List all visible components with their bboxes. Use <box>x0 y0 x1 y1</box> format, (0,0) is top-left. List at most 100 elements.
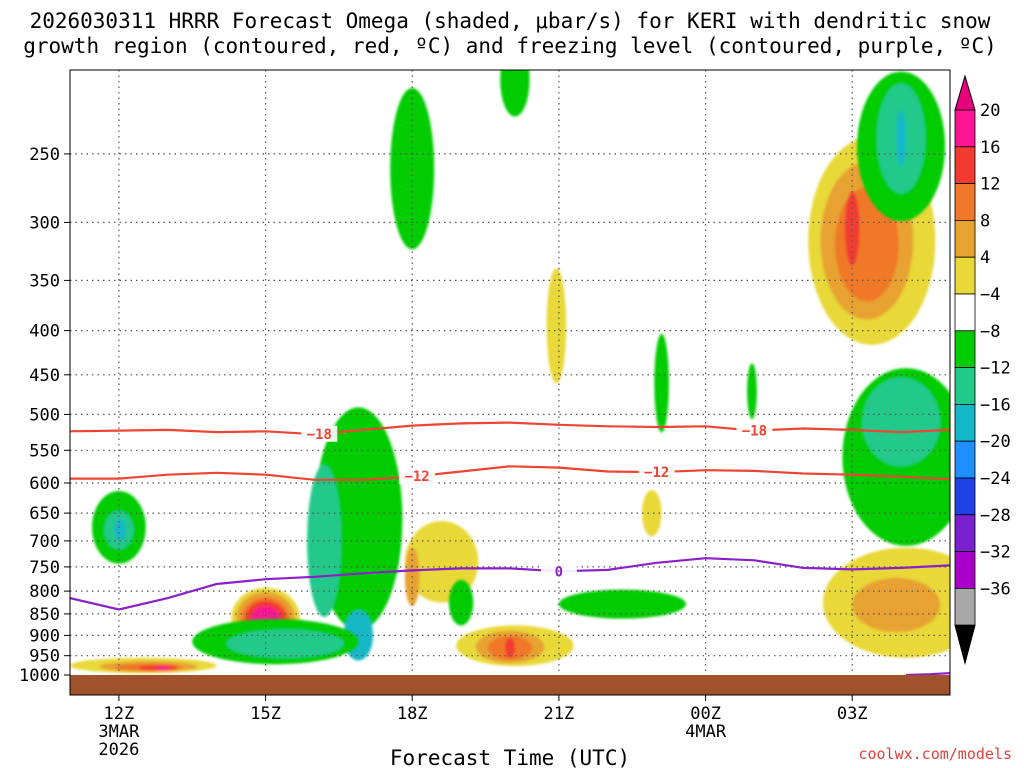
omega-center-21z-400-level-4 <box>546 268 567 384</box>
contours: −18 −18 −12 −12 0 <box>70 421 950 675</box>
colorbar: 20 16 12 8 4 −4 −8 −12 −16 −20 −24 −28 −32 −36 <box>954 74 1011 666</box>
x-tick-year-12Z: 2026 <box>98 740 139 760</box>
x-tick-15Z: 15Z <box>250 704 281 724</box>
x-tick-date-00Z: 4MAR <box>685 722 727 742</box>
omega-shading <box>70 70 950 674</box>
colorbar-label-7: −12 <box>980 359 1011 379</box>
omega-center-28z-240 <box>857 71 946 221</box>
y-tick-700: 700 <box>29 532 60 552</box>
colorbar-label-1: 16 <box>980 138 1000 158</box>
credit-text: coolwx.com/models <box>858 745 1012 763</box>
colorbar-swatch-3 <box>954 219 976 258</box>
colorbar-label-0: 20 <box>980 101 1000 121</box>
colorbar-label-10: −24 <box>980 469 1011 489</box>
omega-center-19z-830-level-neg8 <box>448 579 474 626</box>
freezing-level-0-label-0: 0 <box>555 564 563 580</box>
x-tick-18Z: 18Z <box>397 704 428 724</box>
isotherm-minus-18-label-1: −18 <box>742 424 767 440</box>
y-tick-900: 900 <box>29 626 60 646</box>
isotherm-minus-12-label-0: −12 <box>404 469 429 485</box>
x-tick-03Z: 03Z <box>837 704 868 724</box>
y-tick-300: 300 <box>29 213 60 233</box>
colorbar-label-3: 8 <box>980 211 990 231</box>
isotherm-minus-18 <box>70 421 950 436</box>
isotherm-minus-18-label-0: −18 <box>307 427 332 443</box>
x-tick-21Z: 21Z <box>544 704 575 724</box>
omega-center-18z-260-level-neg8 <box>390 87 435 250</box>
colorbar-label-11: −28 <box>980 506 1011 526</box>
x-tick-00Z: 00Z <box>690 704 721 724</box>
y-tick-800: 800 <box>29 582 60 602</box>
colorbar-swatch-10 <box>954 477 976 516</box>
y-tick-400: 400 <box>29 322 60 342</box>
freezing-level-0 <box>70 557 950 611</box>
isotherm-minus-18-label-bg-0 <box>301 425 338 442</box>
omega-center-23z-470-level-neg8 <box>654 333 669 433</box>
colorbar-label-5: −4 <box>980 285 1000 305</box>
y-tick-850: 850 <box>29 605 60 625</box>
plot-area: −18 −18 −12 −12 0 250 300 350 400 450 500 550 600 65… <box>19 69 951 760</box>
colorbar-label-12: −32 <box>980 543 1011 563</box>
freezing-level-0-label-bg-0 <box>540 563 577 580</box>
omega-center-23z-650 <box>642 489 662 537</box>
isotherm-minus-12-label-bg-0 <box>399 468 436 485</box>
colorbar-label-6: −8 <box>980 322 1000 342</box>
y-tick-550: 550 <box>29 441 60 461</box>
omega-center-20z-920 <box>456 625 574 666</box>
colorbar-swatch-9 <box>954 440 976 479</box>
colorbar-swatch-13 <box>954 588 976 626</box>
omega-center-12z-1000 <box>70 657 217 674</box>
plot-frame <box>69 69 951 696</box>
omega-center-27z-300-level-16 <box>844 191 860 266</box>
omega-center-22z-830-level-neg8 <box>558 589 687 619</box>
omega-center-20z-210 <box>500 70 530 117</box>
colorbar-label-9: −20 <box>980 432 1011 452</box>
colorbar-label-4: 4 <box>980 248 990 268</box>
y-tick-1000: 1000 <box>19 666 60 686</box>
chart-title-line2: growth region (contoured, red, ºC) and f… <box>23 34 997 58</box>
omega-center-18z-260 <box>390 87 435 250</box>
colorbar-swatch-6 <box>954 330 976 368</box>
omega-center-22z-830 <box>558 589 687 619</box>
omega-center-28z-240-level-neg16 <box>896 110 906 167</box>
omega-center-15z-920-level-neg12 <box>226 629 344 658</box>
colorbar-swatch-8 <box>954 403 976 442</box>
omega-center-25z-470-level-neg8 <box>747 363 757 420</box>
isotherm-minus-12 <box>70 465 950 481</box>
y-tick-450: 450 <box>29 366 60 386</box>
ground-surface <box>70 675 950 695</box>
omega-center-23z-470 <box>654 333 669 433</box>
isotherm-minus-18-label-bg-1 <box>736 422 773 439</box>
grid <box>70 70 950 675</box>
omega-center-15z-920 <box>192 619 359 665</box>
isotherm-minus-12-label-1: −12 <box>644 465 669 481</box>
omega-center-20z-920-level-16 <box>505 637 515 658</box>
colorbar-label-8: −16 <box>980 395 1011 415</box>
colorbar-swatch-2 <box>954 183 976 221</box>
colorbar-swatch-1 <box>954 146 976 185</box>
y-tick-650: 650 <box>29 504 60 524</box>
y-tick-250: 250 <box>29 145 60 165</box>
colorbar-swatch-4 <box>954 256 976 295</box>
omega-center-12z-700-level-neg16 <box>114 518 126 542</box>
isotherm-minus-12-label-bg-1 <box>638 464 675 481</box>
y-tick-500: 500 <box>29 405 60 425</box>
y-tick-950: 950 <box>29 647 60 667</box>
y-tick-350: 350 <box>29 271 60 291</box>
colorbar-label-13: −36 <box>980 579 1011 599</box>
colorbar-swatch-5 <box>954 293 976 332</box>
x-tick-12Z: 12Z <box>104 704 135 724</box>
omega-center-23z-650-level-4 <box>642 489 662 537</box>
y-tick-750: 750 <box>29 558 60 578</box>
colorbar-swatch-12 <box>954 551 976 589</box>
colorbar-label-2: 12 <box>980 175 1000 195</box>
omega-center-21z-400 <box>546 268 567 384</box>
chart-title-line1: 2026030311 HRRR Forecast Omega (shaded, … <box>30 9 991 33</box>
omega-center-28z-540 <box>842 368 950 546</box>
x-axis-label: Forecast Time (UTC) <box>390 746 630 768</box>
y-axis-ticks: 2503003504004505005506006507007508008509… <box>19 145 70 686</box>
freezing-level-0-sfc <box>905 672 950 675</box>
colorbar-swatch-7 <box>954 367 976 405</box>
